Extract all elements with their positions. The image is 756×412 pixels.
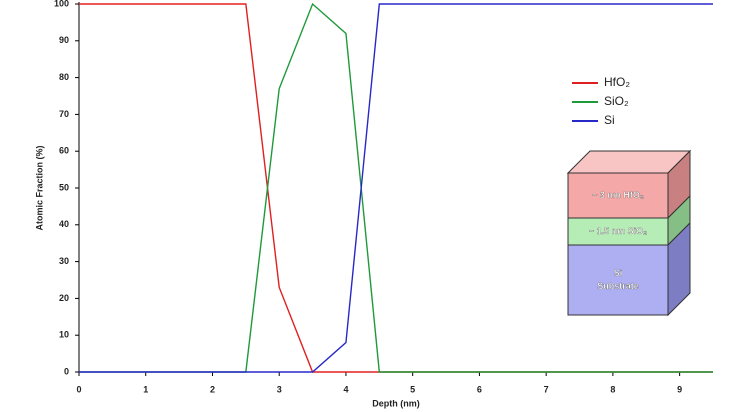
legend-label: SiO₂ — [604, 94, 629, 108]
y-tick-label: 60 — [59, 146, 69, 156]
x-tick-label: 9 — [677, 384, 682, 394]
x-tick-label: 6 — [477, 384, 482, 394]
inset-layer — [567, 172, 669, 219]
y-tick-label: 80 — [59, 72, 69, 82]
x-tick-label: 1 — [143, 384, 148, 394]
series-line — [79, 3, 713, 373]
y-tick-label: 30 — [59, 256, 69, 266]
y-tick-label: 90 — [59, 35, 69, 45]
y-axis-title: Atomic Fraction (%) — [34, 145, 44, 230]
inset-label: ~ 1.5 nm SiO₂ — [589, 226, 647, 236]
x-tick-label: 4 — [343, 384, 348, 394]
y-tick-label: 50 — [59, 182, 69, 192]
inset-label: Si — [614, 268, 623, 278]
y-tick-label: 10 — [59, 330, 69, 340]
x-tick-label: 2 — [210, 384, 215, 394]
y-tick-label: 20 — [59, 293, 69, 303]
x-tick-label: 3 — [277, 384, 282, 394]
inset-side — [667, 221, 691, 317]
y-tick-label: 40 — [59, 219, 69, 229]
y-tick-label: 70 — [59, 109, 69, 119]
y-tick-label: 0 — [64, 366, 69, 376]
x-tick-label: 7 — [544, 384, 549, 394]
inset-layer — [567, 244, 669, 316]
legend-label: HfO₂ — [604, 75, 630, 89]
x-tick-label: 0 — [76, 384, 81, 394]
y-tick-label: 100 — [54, 0, 69, 8]
x-tick-label: 5 — [410, 384, 415, 394]
legend-label: Si — [604, 113, 615, 127]
x-axis-title: Depth (nm) — [372, 398, 420, 408]
inset-label: ~ 3 nm HfO₂ — [592, 190, 644, 200]
x-tick-label: 8 — [610, 384, 615, 394]
inset-label: Substrate — [597, 281, 639, 291]
inset-layer — [567, 217, 669, 246]
